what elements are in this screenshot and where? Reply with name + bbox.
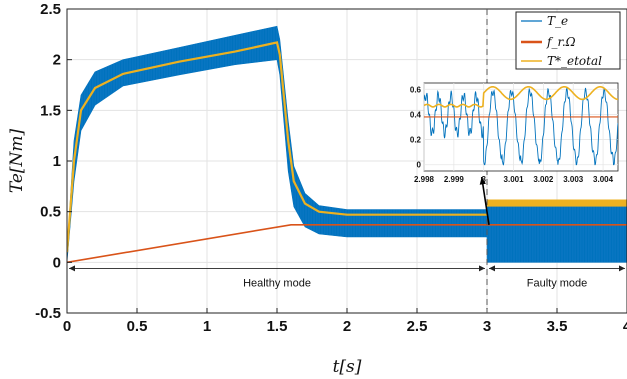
y-axis-title: Te[Nm] <box>7 128 27 193</box>
zoom-arrow <box>479 176 490 225</box>
mode-arrow-left <box>489 265 495 272</box>
x-tick-label: 3 <box>483 318 491 335</box>
x-axis-title: t[s] <box>333 357 362 377</box>
zoom-arrow-head <box>479 177 486 185</box>
inset-y-tick-label: 0 <box>417 161 422 170</box>
plot-content <box>67 25 627 264</box>
mode-arrow-right <box>619 265 625 272</box>
mode-label: Healthy mode <box>243 277 311 289</box>
inset-y-tick-label: 0.4 <box>410 110 422 119</box>
mode-label: Faulty mode <box>527 277 588 289</box>
mode-arrow-right <box>479 265 485 272</box>
legend-label-fr-omega: f_r.Ω <box>546 35 576 49</box>
zoom-arrow-line <box>480 176 490 225</box>
te-total-faulty-band <box>487 199 627 207</box>
legend: T_e f_r.Ω T*_etotal <box>515 11 621 70</box>
inset-te-wave <box>424 86 618 166</box>
inset-content <box>424 86 618 166</box>
x-tick-label: 4 <box>623 318 627 335</box>
inset-ticks: 2.998 2.999 3 3.001 3.002 3.003 3.004 0 0.2 0.4 0.… <box>410 85 614 184</box>
inset-x-tick-label: 2.998 <box>414 175 435 184</box>
y-tick-label: 2 <box>53 52 61 69</box>
inset-zoom: 2.998 2.999 3 3.001 3.002 3.003 3.004 0 0.2 0.4 0.… <box>410 82 619 184</box>
x-axis-ticks: 0 0.5 1 1.5 2 2.5 3 3.5 4 <box>63 308 627 335</box>
y-tick-label: 1.5 <box>40 102 61 119</box>
x-tick-label: 2 <box>343 318 351 335</box>
y-tick-label: 0 <box>53 254 61 271</box>
y-tick-label: 2.5 <box>40 1 61 18</box>
y-tick-label: 1 <box>53 153 61 170</box>
y-tick-label: 0.5 <box>40 204 61 221</box>
inset-x-tick-label: 3.004 <box>593 175 614 184</box>
x-tick-label: 1.5 <box>267 318 288 335</box>
inset-y-tick-label: 0.2 <box>410 136 422 145</box>
inset-x-tick-label: 3.003 <box>563 175 584 184</box>
y-tick-label: -0.5 <box>35 305 61 322</box>
inset-te-total-line <box>424 86 618 108</box>
legend-label-te: T_e <box>547 14 568 28</box>
inset-x-tick-label: 3.002 <box>533 175 554 184</box>
x-tick-label: 1 <box>203 318 211 335</box>
fr-omega-series-line <box>67 224 627 264</box>
mode-arrow-left <box>69 265 75 272</box>
legend-label-te-total: T*_etotal <box>547 54 602 68</box>
inset-x-tick-label: 3 <box>481 175 486 184</box>
x-tick-label: 3.5 <box>547 318 568 335</box>
inset-x-tick-label: 3.001 <box>504 175 525 184</box>
x-tick-label: 2.5 <box>407 318 428 335</box>
inset-x-tick-label: 2.999 <box>444 175 465 184</box>
x-tick-label: 0.5 <box>127 318 148 335</box>
te-total-series-line <box>67 41 487 253</box>
x-tick-label: 0 <box>63 318 71 335</box>
inset-y-tick-label: 0.6 <box>410 85 422 94</box>
y-axis-ticks: -0.5 0 0.5 1 1.5 2 2.5 <box>35 1 72 322</box>
